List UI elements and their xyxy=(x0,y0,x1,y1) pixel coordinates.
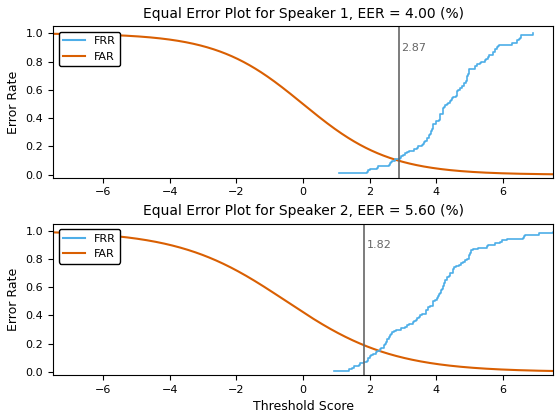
FRR xyxy=(433,121,440,126)
FAR xyxy=(449,168,456,173)
Title: Equal Error Plot for Speaker 1, EER = 4.00 (%): Equal Error Plot for Speaker 1, EER = 4.… xyxy=(142,7,464,21)
FAR xyxy=(249,277,255,282)
FAR xyxy=(87,231,94,236)
FAR xyxy=(268,289,274,294)
FRR xyxy=(446,100,453,105)
FAR xyxy=(399,159,406,164)
FAR xyxy=(268,77,274,82)
Legend: FRR, FAR: FRR, FAR xyxy=(59,32,120,66)
FRR xyxy=(508,42,515,47)
X-axis label: Threshold Score: Threshold Score xyxy=(253,400,353,413)
FAR xyxy=(399,355,406,360)
FAR xyxy=(449,363,456,368)
FAR xyxy=(87,32,94,37)
FRR xyxy=(499,239,506,244)
FRR xyxy=(434,297,441,302)
FAR xyxy=(459,365,465,370)
FAR xyxy=(33,229,40,234)
FRR xyxy=(530,31,536,36)
Line: FRR: FRR xyxy=(339,33,533,173)
FRR xyxy=(336,171,343,176)
Line: FRR: FRR xyxy=(334,231,560,370)
FAR xyxy=(33,31,40,36)
FRR xyxy=(413,318,420,323)
Legend: FRR, FAR: FRR, FAR xyxy=(59,229,120,263)
FRR xyxy=(521,234,528,239)
Y-axis label: Error Rate: Error Rate xyxy=(7,268,20,331)
FAR xyxy=(459,169,465,174)
Line: FAR: FAR xyxy=(36,34,560,174)
FRR xyxy=(440,109,446,114)
FRR xyxy=(425,306,432,311)
Text: 2.87: 2.87 xyxy=(402,43,426,53)
Text: 1.82: 1.82 xyxy=(366,241,391,250)
FAR xyxy=(249,64,255,69)
Y-axis label: Error Rate: Error Rate xyxy=(7,70,20,134)
Title: Equal Error Plot for Speaker 2, EER = 5.60 (%): Equal Error Plot for Speaker 2, EER = 5.… xyxy=(142,204,464,218)
FRR xyxy=(469,248,476,253)
FRR xyxy=(490,51,497,56)
Line: FAR: FAR xyxy=(36,232,560,371)
FRR xyxy=(330,368,337,373)
FRR xyxy=(516,37,523,42)
